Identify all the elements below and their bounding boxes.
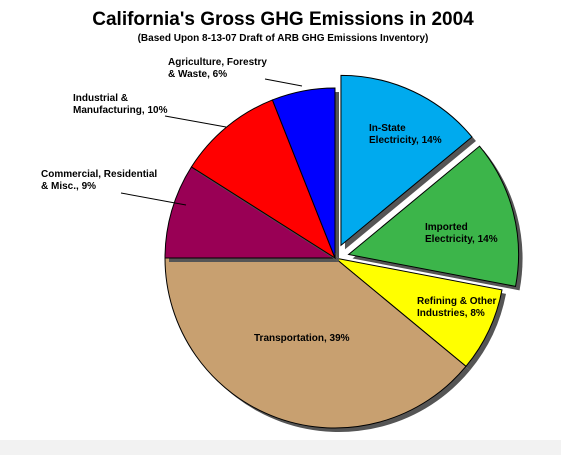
slice-label-refining-other: Refining & Other Industries, 8%	[417, 296, 497, 319]
slices-layer	[164, 74, 523, 432]
pie-slice-industrial	[190, 99, 337, 260]
slice-labels: In-State Electricity, 14% Imported Electric…	[41, 57, 498, 344]
pie-slice-in-state	[340, 74, 473, 247]
leader-lines	[120, 78, 303, 206]
slice-label-imported: Imported Electricity, 14%	[425, 222, 498, 245]
slice-label-commercial-residential: Commercial, Residential & Misc., 9%	[41, 169, 157, 192]
bottom-strip	[0, 440, 561, 455]
leader-line-agriculture-forestry	[264, 78, 303, 87]
slice-label-agriculture-forestry: Agriculture, Forestry & Waste, 6%	[168, 57, 267, 80]
slice-label-transportation-39: Transportation, 39%	[254, 333, 350, 344]
chart-title: California's Gross GHG Emissions in 2004	[92, 9, 474, 30]
leader-line-commercial-residential	[120, 192, 187, 206]
leader-line-industrial	[164, 115, 227, 128]
pie-slice-commercial-residential	[164, 166, 337, 259]
slice-label-industrial: Industrial & Manufacturing, 10%	[73, 93, 168, 116]
slice-label-in-state: In-State Electricity, 14%	[369, 123, 442, 146]
pie-slice-agriculture-forestry	[271, 87, 336, 259]
chart-subtitle: (Based Upon 8-13-07 Draft of ARB GHG Emi…	[138, 33, 429, 44]
pie-slice-imported	[347, 145, 520, 287]
pie-slice-transportation-39	[164, 257, 467, 429]
